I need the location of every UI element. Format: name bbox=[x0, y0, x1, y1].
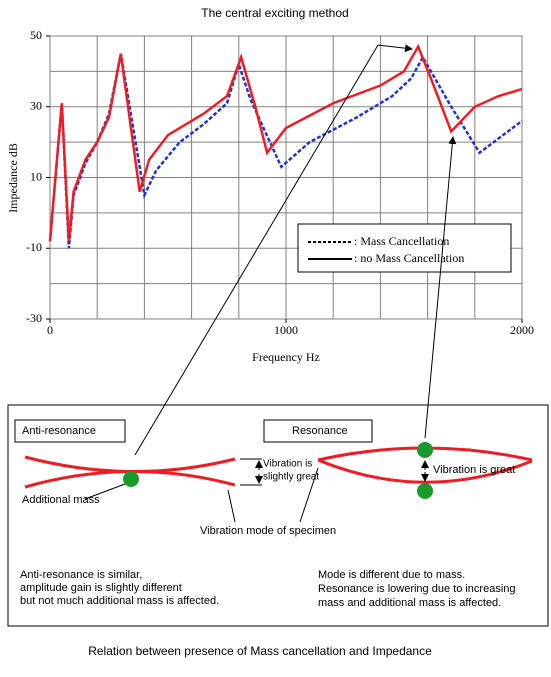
note: but not much additional mass is affected… bbox=[20, 595, 219, 607]
series-line bbox=[48, 43, 523, 242]
pointer bbox=[227, 489, 236, 523]
mass bbox=[123, 471, 139, 487]
label: Additional mass bbox=[22, 494, 100, 506]
label-box bbox=[263, 419, 373, 443]
note: mass and additional mass is affected. bbox=[318, 597, 501, 609]
mass bbox=[417, 483, 433, 499]
label: Anti-resonance bbox=[22, 425, 96, 437]
callout-arrow bbox=[377, 44, 413, 53]
note: Mode is different due to mass. bbox=[318, 569, 465, 581]
x-tick-label: 2000 bbox=[510, 323, 534, 337]
label: Resonance bbox=[292, 425, 348, 437]
beam bbox=[317, 458, 533, 484]
beam bbox=[24, 455, 236, 474]
y-tick-label: 10 bbox=[30, 169, 42, 183]
callout-arrow bbox=[424, 136, 457, 439]
label: Vibration is bbox=[263, 459, 312, 470]
y-axis-label: Impedance dB bbox=[6, 143, 20, 213]
x-tick-label: 1000 bbox=[274, 323, 298, 337]
legend-box bbox=[297, 223, 512, 273]
callout-line bbox=[134, 44, 379, 456]
mass bbox=[417, 442, 433, 458]
pointer bbox=[299, 467, 319, 523]
note: Resonance is lowering due to increasing bbox=[318, 583, 516, 595]
chart-title: The central exciting method bbox=[201, 6, 348, 20]
note: amplitude gain is slightly different bbox=[20, 582, 182, 594]
y-tick-label: 30 bbox=[30, 99, 42, 113]
label: Vibration mode of specimen bbox=[200, 525, 336, 537]
legend-label: : no Mass Cancellation bbox=[354, 251, 464, 265]
y-tick-label: -30 bbox=[26, 311, 42, 325]
x-axis-label: Frequency Hz bbox=[252, 350, 320, 364]
pointer bbox=[84, 483, 126, 500]
label: Vibration is great bbox=[433, 464, 515, 476]
label: slightly great bbox=[263, 472, 319, 483]
caption: Relation between presence of Mass cancel… bbox=[88, 644, 432, 658]
y-tick-label: 50 bbox=[30, 28, 42, 42]
diagram-box bbox=[7, 404, 549, 627]
note: Anti-resonance is similar, bbox=[20, 569, 142, 581]
plot: 0 1000 2000 -30 -10 10 30 50 bbox=[26, 28, 534, 337]
legend-label: : Mass Cancellation bbox=[354, 234, 449, 248]
x-tick-label: 0 bbox=[47, 323, 53, 337]
y-tick-label: -10 bbox=[26, 240, 42, 254]
label-box bbox=[14, 419, 126, 443]
series-line bbox=[48, 53, 523, 249]
